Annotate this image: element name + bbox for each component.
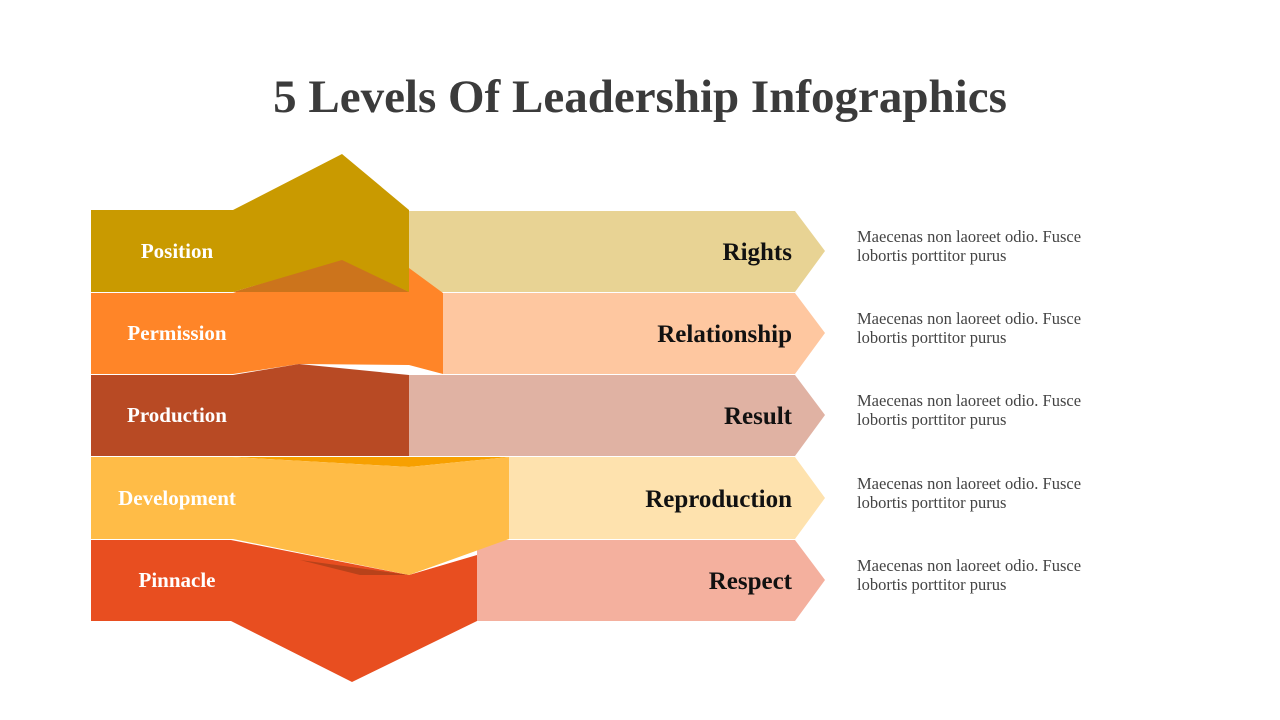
shadow [300, 560, 409, 575]
shadow [233, 259, 409, 292]
arrow [509, 457, 825, 539]
description: Maecenas non laoreet odio. Fusce loborti… [857, 227, 1082, 265]
level-shape [91, 154, 409, 292]
level-key: Respect [709, 568, 793, 595]
level-shape [91, 457, 509, 575]
level-key: Relationship [657, 321, 792, 348]
description: Maecenas non laoreet odio. Fusce loborti… [857, 309, 1082, 347]
level-label: Permission [127, 321, 226, 345]
level-label: Pinnacle [139, 568, 216, 592]
level-key: Rights [723, 239, 793, 266]
arrow [477, 540, 825, 621]
level-label: Development [118, 486, 236, 510]
title: 5 Levels Of Leadership Infographics [273, 71, 1007, 123]
arrow [409, 211, 825, 292]
description: Maecenas non laoreet odio. Fusce loborti… [857, 391, 1082, 429]
level-label: Position [141, 239, 214, 263]
level-shape [91, 540, 477, 682]
level-key: Reproduction [645, 486, 792, 513]
level-shape [91, 364, 409, 456]
level-key: Result [724, 403, 793, 430]
arrow [409, 375, 825, 456]
shadow [233, 457, 509, 467]
level-label: Production [127, 403, 227, 427]
arrow [443, 293, 825, 374]
description: Maecenas non laoreet odio. Fusce loborti… [857, 474, 1082, 512]
description: Maecenas non laoreet odio. Fusce loborti… [857, 556, 1082, 594]
